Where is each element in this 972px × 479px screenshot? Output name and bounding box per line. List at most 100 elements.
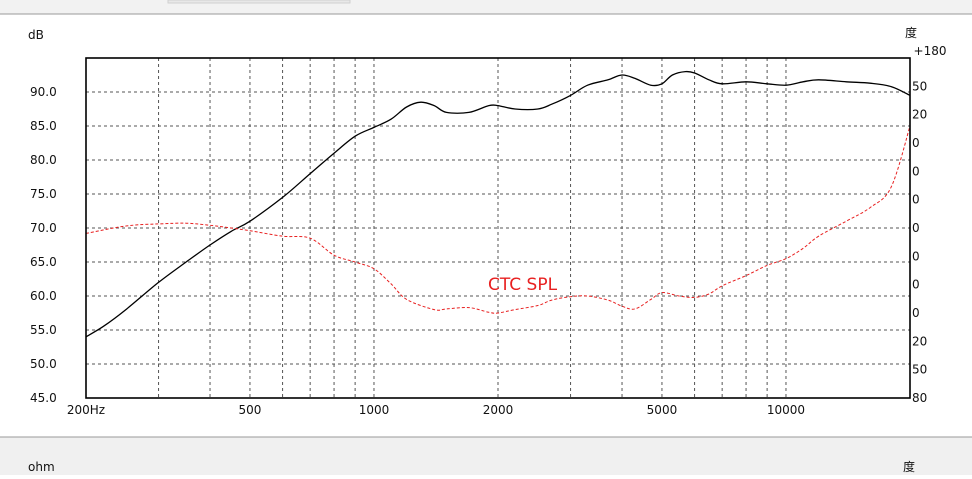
y-right-tick-label: +180 (914, 44, 947, 58)
series-0-point (103, 326, 104, 327)
series-1-point (209, 225, 210, 226)
y-right-tick-label: 0 (912, 221, 920, 235)
y-tick-label: 90.0 (30, 85, 57, 99)
y-tick-label: 50.0 (30, 357, 57, 371)
x-tick-label: 2000 (483, 403, 514, 417)
x-tick-label: 200Hz (67, 403, 105, 417)
x-tick-label: 1000 (359, 403, 390, 417)
grid (86, 58, 910, 398)
series-1-point (249, 230, 250, 231)
series-1-point (678, 295, 679, 296)
series-1-point (570, 296, 571, 297)
series-0-point (537, 108, 538, 109)
y-tick-label: 80.0 (30, 153, 57, 167)
series-0-point (587, 85, 588, 86)
y-tick-label: 75.0 (30, 187, 57, 201)
series-0-point (818, 79, 819, 80)
series-0-point (488, 105, 489, 106)
y-right-tick-label: 0 (912, 136, 920, 150)
series-0-point (434, 105, 435, 106)
series-1-point (846, 221, 847, 222)
y-right-tick-label: 20 (912, 334, 927, 348)
series-0-point (373, 127, 374, 128)
series-1-point (515, 309, 516, 310)
series-1-point (745, 275, 746, 276)
series-0-point (672, 74, 673, 75)
series-0-point (745, 81, 746, 82)
series-0-point (685, 71, 686, 72)
series-0-point (515, 108, 516, 109)
series-1-point (310, 238, 311, 239)
bottom-unit-right-label: 度 (903, 459, 915, 474)
series-1-point (802, 248, 803, 249)
series-1-point (390, 283, 391, 284)
series-0-point (249, 221, 250, 222)
y-right-tick-label: 0 (912, 193, 920, 207)
series-1-line (85, 125, 911, 314)
y-right-tick-label: 20 (912, 108, 927, 122)
series-1-point (870, 207, 871, 208)
series-0-point (333, 153, 334, 154)
series-0-point (621, 74, 622, 75)
series-0-point (846, 81, 847, 82)
series-0-point (355, 136, 356, 137)
y-tick-label: 60.0 (30, 289, 57, 303)
series-0-point (767, 83, 768, 84)
series-0-point (468, 112, 469, 113)
series-1-point (587, 295, 588, 296)
series-1-point (497, 312, 498, 313)
series-0-point (497, 105, 498, 106)
series-1-point (186, 223, 187, 224)
series-1-point (406, 299, 407, 300)
series-0-point (390, 119, 391, 120)
y-tick-label: 55.0 (30, 323, 57, 337)
series-0-point (186, 261, 187, 262)
series-label-ctc-spl: CTC SPL (488, 275, 558, 295)
y-right-tick-label: 0 (912, 306, 920, 320)
y-right-tick-label: 0 (912, 278, 920, 292)
series-0-line (85, 70, 911, 338)
series-1-point (722, 285, 723, 286)
series-0-point (446, 112, 447, 113)
series-0-point (802, 81, 803, 82)
bottom-unit-left-label: ohm (28, 460, 55, 474)
y-right-tick-label: 80 (912, 391, 927, 405)
series-1-point (708, 293, 709, 294)
series-1-point (694, 297, 695, 298)
top-panel-strip (0, 0, 972, 14)
x-tick-label: 5000 (647, 403, 678, 417)
series-1-point (158, 223, 159, 224)
series-1-point (634, 308, 635, 309)
bottom-panel-strip (0, 437, 972, 475)
series-1-point (537, 305, 538, 306)
series-0-point (209, 244, 210, 245)
series-0-point (891, 86, 892, 87)
y-tick-label: 85.0 (30, 119, 57, 133)
series-1-point (434, 309, 435, 310)
y-right-tick-label: 50 (912, 79, 927, 93)
y-right-tick-label: 0 (912, 249, 920, 263)
series-0-point (870, 83, 871, 84)
x-tick-label: 500 (238, 403, 261, 417)
series-0-point (570, 95, 571, 96)
series-0-point (551, 104, 552, 105)
series-0-point (282, 197, 283, 198)
series-1-point (488, 312, 489, 313)
x-tick-label: 10000 (767, 403, 805, 417)
series-0 (85, 70, 911, 338)
series-1-point (818, 236, 819, 237)
series-1-point (621, 306, 622, 307)
y-right-tick-label: 0 (912, 164, 920, 178)
series-0-point (231, 231, 232, 232)
y-right-unit-label: 度 (905, 25, 917, 40)
series-1-point (891, 187, 892, 188)
y-tick-label: 45.0 (30, 391, 57, 405)
series-0-point (310, 173, 311, 174)
series-0-point (694, 72, 695, 73)
y-right-tick-label: 50 (912, 363, 927, 377)
series-1-point (650, 299, 651, 300)
series-0-point (125, 309, 126, 310)
series-1-point (608, 300, 609, 301)
series-1 (85, 125, 911, 314)
top-panel-tab (167, 0, 351, 4)
